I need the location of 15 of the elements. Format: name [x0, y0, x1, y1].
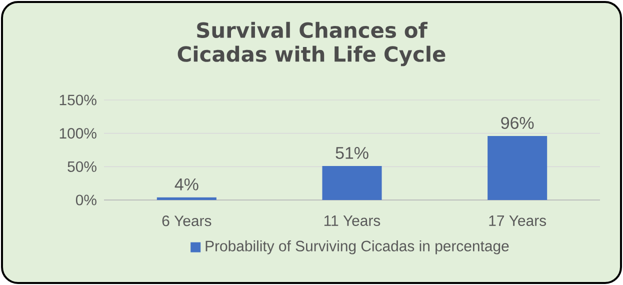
bar [322, 166, 382, 200]
bar [156, 197, 216, 200]
bar [488, 136, 548, 200]
chart-title: Survival Chances of Cicadas with Life Cycle [178, 22, 446, 66]
data-label: 96% [501, 116, 534, 129]
y-tick-label: 0% [76, 194, 96, 206]
data-label: 51% [336, 147, 368, 159]
x-tick-label: 11 Years [324, 216, 380, 226]
data-label: 4% [174, 178, 198, 190]
y-tick-label: 150% [60, 94, 96, 106]
y-tick-label: 100% [60, 128, 96, 139]
x-tick-label: 6 Years [162, 216, 212, 226]
y-tick-label: 50% [68, 161, 96, 172]
legend-label: Probability of Surviving Cicadas in percentage [206, 240, 509, 254]
x-tick-label: 17 Years [489, 216, 546, 226]
